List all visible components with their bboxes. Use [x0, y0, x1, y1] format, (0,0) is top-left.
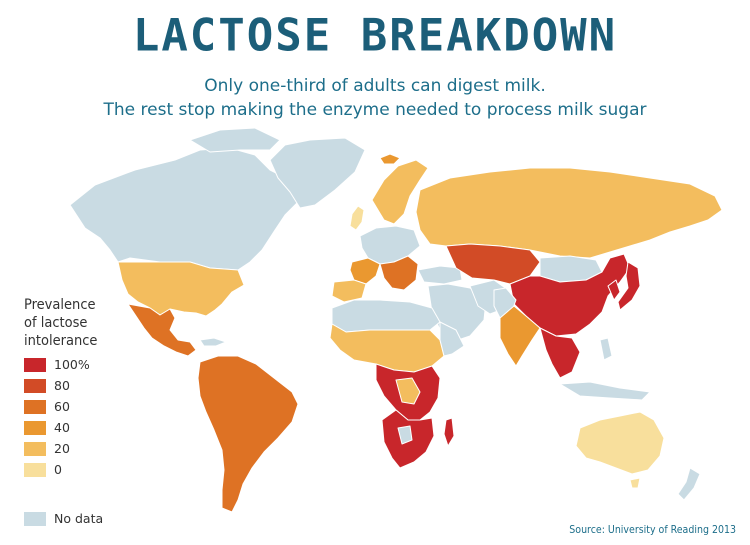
legend-label: 40	[54, 420, 70, 435]
legend-label-no-data: No data	[54, 511, 104, 526]
region-caribbean	[199, 337, 227, 347]
legend-item: 0	[24, 459, 154, 480]
legend: Prevalence of lactose intolerance 100% 8…	[24, 296, 154, 480]
legend-swatch	[24, 399, 46, 414]
subtitle-line-2: The rest stop making the enzyme needed t…	[103, 100, 647, 120]
region-north-africa	[331, 299, 441, 333]
region-italy-balkans	[379, 255, 419, 291]
region-india	[499, 305, 541, 367]
legend-swatch	[24, 441, 46, 456]
legend-label: 0	[54, 462, 62, 477]
region-canada-islands	[189, 127, 281, 153]
region-usa	[117, 261, 245, 317]
legend-swatch	[24, 462, 46, 477]
region-east-africa	[439, 321, 465, 357]
region-canada-alaska	[69, 147, 301, 271]
legend-label: 60	[54, 399, 70, 414]
region-greenland	[269, 137, 366, 209]
legend-item: 80	[24, 375, 154, 396]
region-indonesia	[559, 381, 651, 401]
region-france	[349, 257, 381, 285]
region-uk	[349, 205, 365, 231]
region-southeast-asia	[539, 327, 581, 379]
source-credit: Source: University of Reading 2013	[569, 524, 736, 536]
legend-item: 40	[24, 417, 154, 438]
legend-no-data: No data	[24, 511, 103, 526]
region-madagascar	[443, 417, 455, 447]
legend-label: 20	[54, 441, 70, 456]
region-japan	[617, 261, 641, 311]
region-central-africa-light	[395, 377, 421, 405]
region-australia	[575, 411, 665, 475]
region-iberia	[331, 279, 367, 303]
region-philippines	[599, 337, 613, 361]
region-korea	[607, 279, 621, 301]
legend-swatch	[24, 378, 46, 393]
legend-swatch-no-data	[24, 511, 46, 526]
region-scandinavia	[371, 159, 429, 225]
region-south-america	[197, 355, 299, 513]
region-tasmania	[629, 477, 641, 489]
legend-item: 20	[24, 438, 154, 459]
subtitle-line-1: Only one-third of adults can digest milk…	[204, 76, 546, 96]
legend-item: 100%	[24, 354, 154, 375]
legend-label: 80	[54, 378, 70, 393]
legend-swatch	[24, 357, 46, 372]
region-new-zealand	[677, 467, 701, 501]
region-botswana	[397, 425, 413, 445]
legend-title: Prevalence of lactose intolerance	[24, 297, 98, 349]
legend-item: 60	[24, 396, 154, 417]
region-mexico	[127, 303, 197, 357]
legend-label: 100%	[54, 357, 90, 372]
legend-swatch	[24, 420, 46, 435]
region-turkey	[417, 265, 463, 285]
region-iceland	[379, 153, 401, 165]
map-title: LACTOSE BREAKDOWN	[132, 9, 618, 62]
